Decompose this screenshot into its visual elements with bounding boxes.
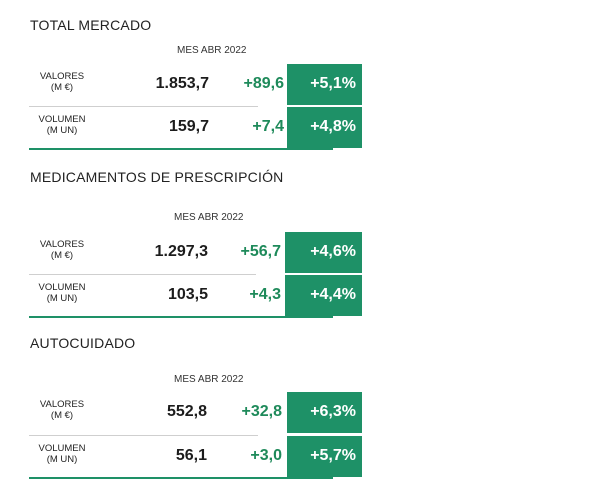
value-cell: 56,1 bbox=[175, 447, 207, 464]
diff-cell: +7,4 bbox=[252, 118, 284, 135]
value-cell: 552,8 bbox=[166, 403, 207, 420]
pct-cell: +4,6% bbox=[285, 232, 362, 273]
diff-cell: +32,8 bbox=[241, 403, 282, 420]
diff-cell: +56,7 bbox=[240, 243, 281, 260]
pct-cell: +4,4% bbox=[285, 275, 362, 316]
section-title: MEDICAMENTOS DE PRESCRIPCIÓN bbox=[30, 169, 284, 185]
row-label: VOLUMEN (M UN) bbox=[38, 282, 86, 304]
row-divider bbox=[29, 106, 258, 107]
value-cell: 159,7 bbox=[168, 118, 209, 135]
period-label: MES ABR 2022 bbox=[174, 374, 244, 385]
period-label: MES ABR 2022 bbox=[177, 45, 247, 56]
period-label: MES ABR 2022 bbox=[174, 212, 244, 223]
table-row-volumen: VOLUMEN (M UN) 103,5 +4,3 +4,4% bbox=[29, 275, 362, 316]
value-cell: 103,5 bbox=[167, 286, 208, 303]
diff-cell: +89,6 bbox=[243, 75, 284, 92]
table-row-valores: VALORES (M €) 1.297,3 +56,7 +4,6% bbox=[29, 232, 362, 273]
table-row-volumen: VOLUMEN (M UN) 56,1 +3,0 +5,7% bbox=[29, 436, 362, 477]
table-bottom-rule bbox=[29, 148, 333, 150]
table-bottom-rule bbox=[29, 477, 333, 479]
table-row-volumen: VOLUMEN (M UN) 159,7 +7,4 +4,8% bbox=[29, 107, 362, 148]
row-label: VOLUMEN (M UN) bbox=[38, 443, 86, 465]
value-cell: 1.853,7 bbox=[155, 75, 209, 92]
pct-cell: +4,8% bbox=[287, 107, 362, 148]
value-cell: 1.297,3 bbox=[154, 243, 208, 260]
diff-cell: +3,0 bbox=[250, 447, 282, 464]
pct-cell: +5,1% bbox=[287, 64, 362, 105]
row-divider bbox=[29, 274, 256, 275]
table-row-valores: VALORES (M €) 1.853,7 +89,6 +5,1% bbox=[29, 64, 362, 105]
row-divider bbox=[29, 435, 258, 436]
diff-cell: +4,3 bbox=[249, 286, 281, 303]
row-label: VOLUMEN (M UN) bbox=[38, 114, 86, 136]
section-title: AUTOCUIDADO bbox=[30, 335, 136, 351]
table-bottom-rule bbox=[29, 316, 333, 318]
row-label: VALORES (M €) bbox=[39, 71, 85, 93]
row-label: VALORES (M €) bbox=[39, 399, 85, 421]
pct-cell: +6,3% bbox=[287, 392, 362, 433]
section-title: TOTAL MERCADO bbox=[30, 17, 152, 33]
pct-cell: +5,7% bbox=[287, 436, 362, 477]
table-row-valores: VALORES (M €) 552,8 +32,8 +6,3% bbox=[29, 392, 362, 433]
row-label: VALORES (M €) bbox=[39, 239, 85, 261]
